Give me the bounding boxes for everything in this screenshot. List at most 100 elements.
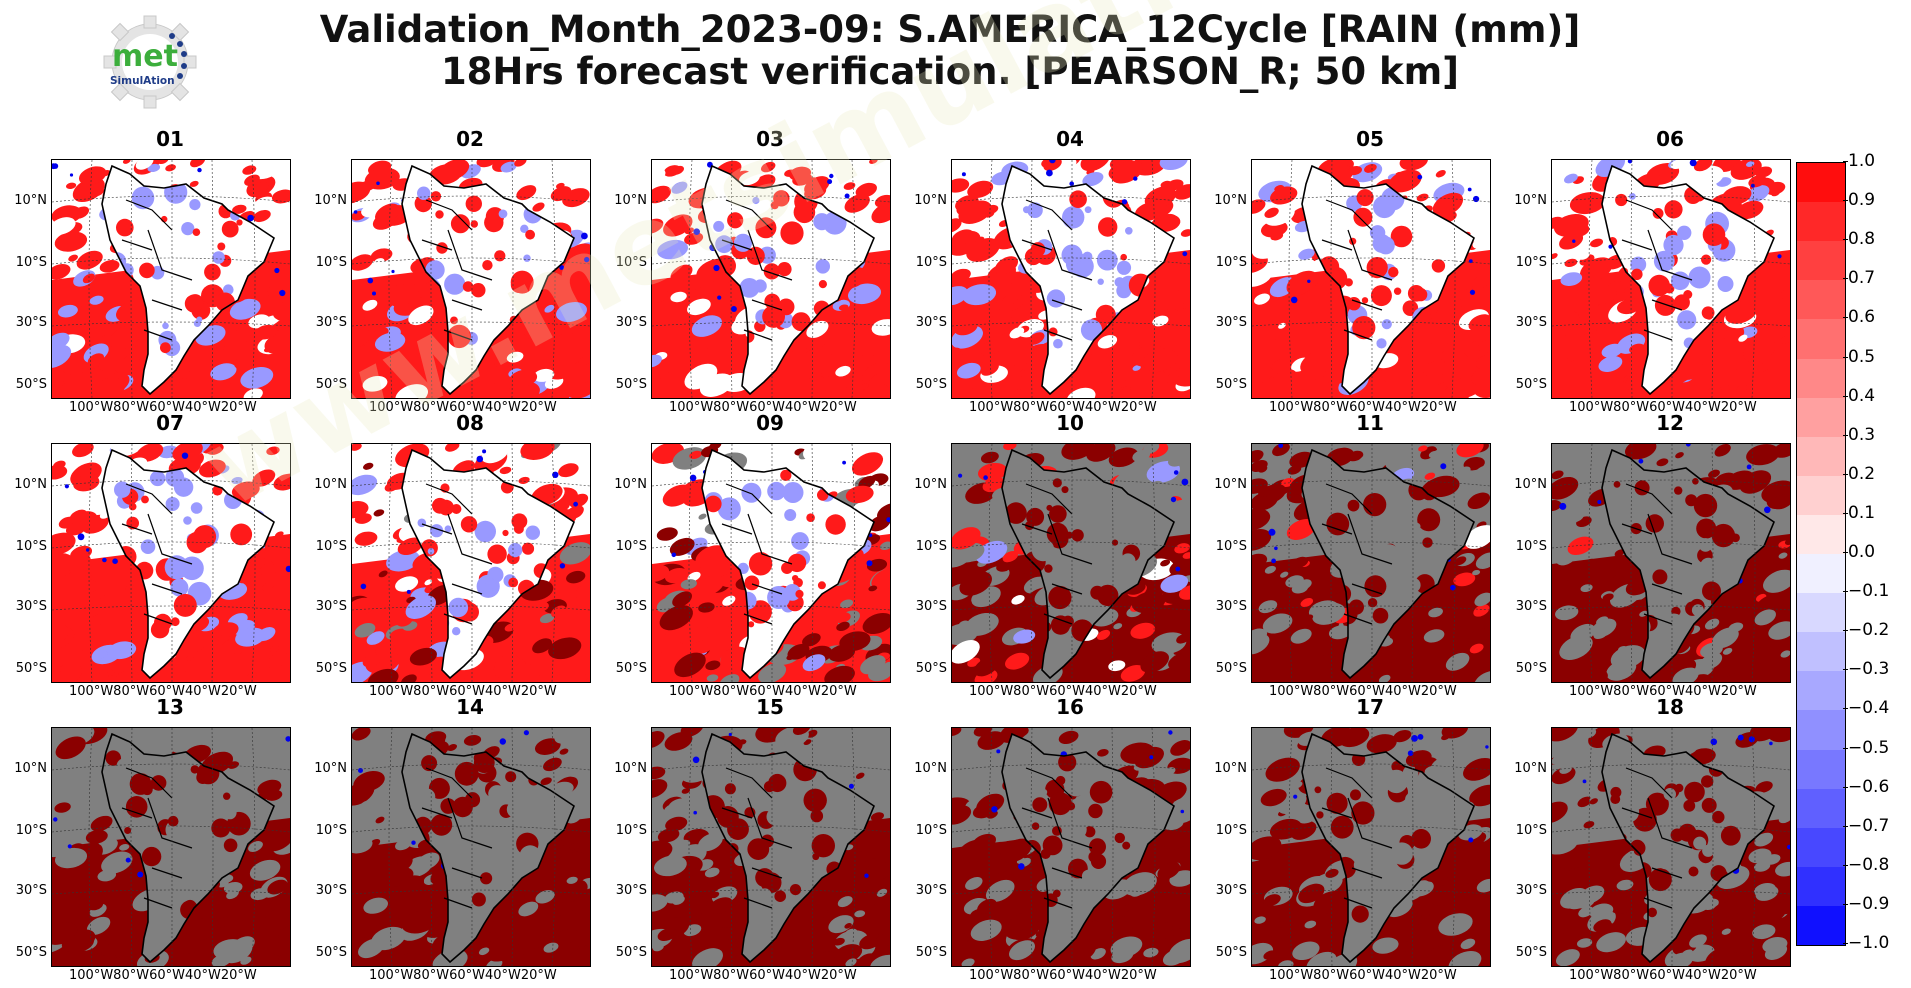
- latitude-label: 10°S: [15, 823, 47, 838]
- colorbar-segment: [1797, 632, 1845, 672]
- svg-text:SimulAtion: SimulAtion: [110, 75, 175, 87]
- correlation-map-panel: [1551, 159, 1791, 399]
- longitude-labels: 100°W80°W60°W40°W20°W: [969, 968, 1157, 983]
- map-canvas: [652, 444, 890, 682]
- longitude-labels: 100°W80°W60°W40°W20°W: [669, 684, 857, 699]
- panel-title: 11: [1356, 411, 1384, 435]
- colorbar-segment: [1797, 905, 1845, 945]
- colorbar-tick-label: 0.6: [1842, 307, 1876, 328]
- longitude-labels: 100°W80°W60°W40°W20°W: [1569, 684, 1757, 699]
- correlation-map-panel: [651, 727, 891, 967]
- longitude-labels: 100°W80°W60°W40°W20°W: [1569, 968, 1757, 983]
- longitude-labels: 100°W80°W60°W40°W20°W: [369, 684, 557, 699]
- map-canvas: [1252, 444, 1490, 682]
- map-canvas: [952, 728, 1190, 966]
- latitude-label: 50°S: [15, 661, 47, 676]
- latitude-label: 10°S: [1515, 539, 1547, 554]
- correlation-map-panel: [351, 443, 591, 683]
- colorbar-segment: [1797, 436, 1845, 477]
- colorbar-segment: [1797, 202, 1845, 242]
- latitude-label: 50°S: [915, 945, 947, 960]
- latitude-label: 30°S: [315, 599, 347, 614]
- colorbar-segment: [1797, 749, 1845, 790]
- latitude-label: 10°N: [1514, 761, 1547, 776]
- correlation-map-panel: [651, 159, 891, 399]
- map-canvas: [52, 444, 290, 682]
- latitude-label: 10°S: [915, 255, 947, 270]
- colorbar-tick-label: 1.0: [1842, 151, 1876, 171]
- latitude-label: 30°S: [615, 315, 647, 330]
- latitude-label: 10°N: [14, 477, 47, 492]
- longitude-labels: 100°W80°W60°W40°W20°W: [1269, 400, 1457, 415]
- panel-title: 16: [1056, 695, 1084, 719]
- latitude-label: 10°N: [1514, 193, 1547, 208]
- map-canvas: [52, 160, 290, 398]
- map-canvas: [352, 160, 590, 398]
- colorbar-tick-label: −0.5: [1842, 737, 1890, 758]
- colorbar-tick-label: 0.4: [1842, 385, 1876, 406]
- map-canvas: [952, 160, 1190, 398]
- panel-title: 10: [1056, 411, 1084, 435]
- map-canvas: [1552, 160, 1790, 398]
- latitude-label: 10°S: [1215, 539, 1247, 554]
- latitude-label: 10°N: [614, 477, 647, 492]
- correlation-map-panel: [651, 443, 891, 683]
- map-canvas: [652, 728, 890, 966]
- map-canvas: [1252, 728, 1490, 966]
- longitude-labels: 100°W80°W60°W40°W20°W: [69, 684, 257, 699]
- panel-title: 17: [1356, 695, 1384, 719]
- colorbar-segment: [1797, 358, 1845, 399]
- map-canvas: [1552, 728, 1790, 966]
- latitude-label: 50°S: [15, 945, 47, 960]
- colorbar-segment: [1797, 475, 1845, 516]
- latitude-label: 30°S: [315, 883, 347, 898]
- chart-title-line2: 18Hrs forecast verification. [PEARSON_R;…: [440, 50, 1460, 93]
- correlation-map-panel: [1251, 159, 1491, 399]
- colorbar-segment: [1797, 593, 1845, 633]
- latitude-label: 10°S: [315, 255, 347, 270]
- latitude-label: 50°S: [915, 661, 947, 676]
- latitude-label: 10°N: [914, 761, 947, 776]
- latitude-label: 30°S: [1215, 315, 1247, 330]
- correlation-map-panel: [951, 727, 1191, 967]
- latitude-label: 50°S: [1515, 377, 1547, 392]
- latitude-label: 30°S: [1215, 883, 1247, 898]
- panel-title: 07: [156, 411, 184, 435]
- longitude-labels: 100°W80°W60°W40°W20°W: [669, 400, 857, 415]
- colorbar-tick-label: −0.3: [1842, 659, 1890, 680]
- colorbar-tick-label: −0.4: [1842, 698, 1890, 719]
- longitude-labels: 100°W80°W60°W40°W20°W: [969, 400, 1157, 415]
- latitude-label: 30°S: [615, 599, 647, 614]
- correlation-map-panel: [51, 159, 291, 399]
- correlation-map-panel: [951, 159, 1191, 399]
- colorbar-segment: [1797, 827, 1845, 868]
- panel-title: 02: [456, 127, 484, 151]
- latitude-label: 50°S: [1215, 661, 1247, 676]
- panel-title: 18: [1656, 695, 1684, 719]
- colorbar-segment: [1797, 319, 1845, 359]
- latitude-label: 10°S: [915, 539, 947, 554]
- latitude-label: 10°S: [615, 823, 647, 838]
- latitude-label: 30°S: [15, 315, 47, 330]
- latitude-label: 10°N: [1214, 477, 1247, 492]
- latitude-label: 10°S: [315, 539, 347, 554]
- latitude-label: 50°S: [615, 377, 647, 392]
- colorbar-segment: [1797, 788, 1845, 829]
- latitude-label: 50°S: [1215, 377, 1247, 392]
- latitude-label: 30°S: [1515, 315, 1547, 330]
- latitude-label: 10°N: [1214, 761, 1247, 776]
- map-canvas: [952, 444, 1190, 682]
- latitude-label: 10°S: [615, 539, 647, 554]
- panel-title: 08: [456, 411, 484, 435]
- correlation-map-panel: [51, 727, 291, 967]
- latitude-label: 50°S: [615, 661, 647, 676]
- colorbar-tick-label: −1.0: [1842, 933, 1890, 953]
- colorbar-segment: [1797, 280, 1845, 320]
- latitude-label: 50°S: [1215, 945, 1247, 960]
- colorbar-tick-label: −0.9: [1842, 893, 1890, 914]
- colorbar-segment: [1797, 163, 1845, 203]
- longitude-labels: 100°W80°W60°W40°W20°W: [69, 968, 257, 983]
- map-canvas: [352, 728, 590, 966]
- met-simulation-logo: met SimulAtion: [96, 10, 204, 114]
- latitude-label: 10°N: [1214, 193, 1247, 208]
